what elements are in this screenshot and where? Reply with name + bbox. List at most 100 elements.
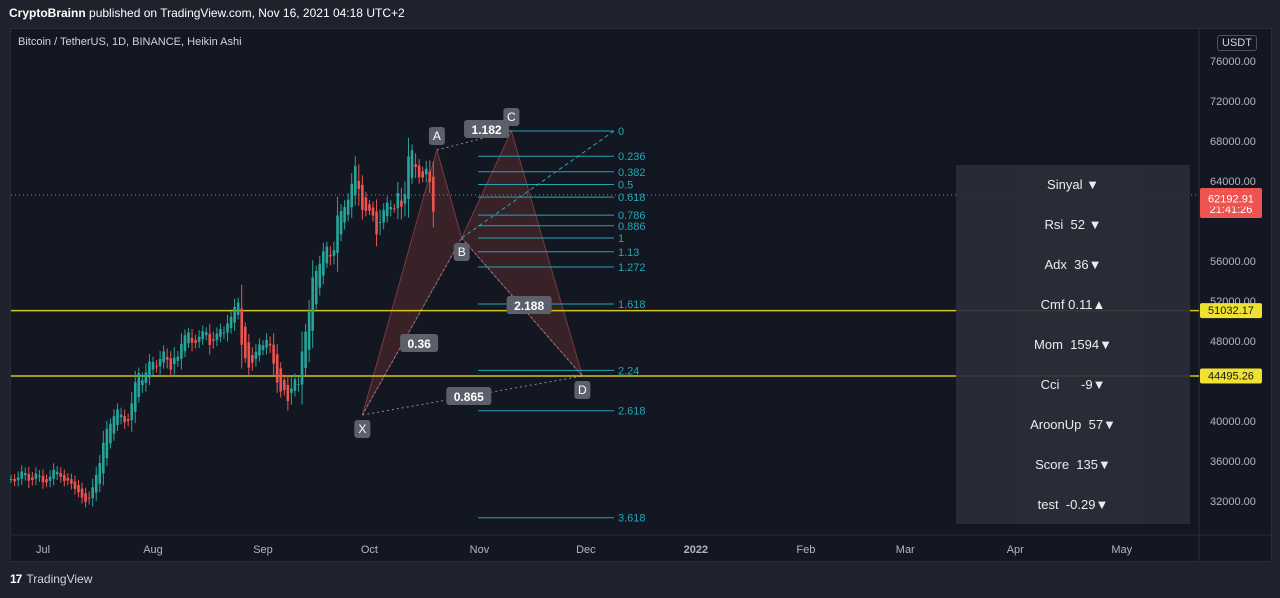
candle-body — [219, 329, 222, 337]
candle-body — [119, 414, 123, 418]
candle-body — [265, 340, 268, 348]
x-tick-label: Oct — [361, 544, 378, 556]
harmonic-point-label: X — [358, 422, 366, 436]
candle-body — [123, 415, 126, 423]
y-tick-label: 36000.00 — [1210, 456, 1256, 468]
harmonic-point-badge — [453, 243, 470, 261]
candle-body — [339, 211, 343, 235]
candle-body — [130, 403, 134, 421]
candle-body — [48, 476, 52, 481]
signal-row: test -0.29▼ — [1037, 497, 1109, 512]
candle-body — [286, 384, 290, 401]
fib-level-label: 0.618 — [618, 192, 646, 204]
candle-body — [240, 308, 244, 345]
candle-body — [84, 493, 87, 502]
x-tick-label: May — [1111, 544, 1132, 556]
candle-body — [300, 351, 304, 385]
candle-body — [112, 416, 116, 434]
harmonic-point-label: C — [507, 110, 516, 124]
candle-body — [410, 150, 414, 178]
candle-body — [55, 471, 59, 475]
candle-body — [137, 373, 141, 398]
candle-body — [236, 302, 240, 315]
published-text: published on TradingView.com, Nov 16, 20… — [89, 6, 405, 20]
candle-body — [332, 250, 336, 256]
candle-body — [243, 326, 247, 359]
candle-body — [158, 359, 162, 367]
candle-body — [176, 356, 180, 361]
candle-body — [62, 474, 66, 481]
candle-body — [226, 323, 229, 333]
currency-button[interactable]: USDT — [1217, 35, 1257, 51]
candle-body — [297, 384, 300, 385]
candle-body — [197, 336, 201, 342]
x-tick-label: Dec — [576, 544, 596, 556]
candle-body — [162, 351, 165, 363]
price-tag-label: 44495.26 — [1208, 371, 1254, 383]
candle-body — [222, 332, 226, 334]
candle-body — [346, 199, 350, 215]
candle-body — [392, 208, 396, 210]
harmonic-ratio-label: 0.865 — [454, 390, 484, 404]
price-tag-box — [1200, 368, 1262, 384]
candle-body — [45, 479, 48, 483]
candle-body — [254, 351, 258, 359]
candle-body — [389, 207, 393, 210]
fib-level-label: 0 — [618, 126, 624, 138]
harmonic-ratio-label: 0.36 — [407, 337, 431, 351]
candle-body — [293, 379, 297, 391]
candle-body — [290, 388, 293, 393]
candle-body — [151, 362, 155, 370]
candle-body — [34, 473, 38, 479]
signal-panel: Sinyal ▼ Rsi 52 ▼ Adx 36▼ Cmf 0.11▲ Mom 1594… — [956, 165, 1190, 524]
candle-body — [23, 473, 27, 476]
candle-body — [116, 409, 119, 425]
price-tag-label: 51032.17 — [1208, 305, 1254, 317]
candle-body — [169, 358, 173, 370]
harmonic-bcd-triangle — [461, 129, 583, 377]
candle-body — [322, 251, 325, 276]
fib-level-label: 0.236 — [618, 151, 646, 163]
candle-body — [59, 473, 63, 477]
candle-body — [194, 340, 197, 343]
candle-body — [102, 442, 105, 474]
signal-row: AroonUp 57▼ — [1030, 417, 1116, 432]
tradingview-logo[interactable]: 17 TradingView — [10, 572, 92, 586]
candle-body — [368, 204, 371, 211]
signal-row: Cmf 0.11▲ — [1040, 297, 1106, 312]
y-tick-label: 76000.00 — [1210, 56, 1256, 68]
candle-body — [91, 487, 94, 499]
x-tick-label: Mar — [896, 544, 915, 556]
candle-body — [350, 183, 354, 208]
fib-level-label: 2.618 — [618, 406, 646, 418]
candle-body — [133, 382, 137, 412]
candle-body — [400, 200, 403, 207]
fib-level-label: 0.382 — [618, 167, 646, 179]
candle-body — [183, 335, 187, 352]
harmonic-ratio-badge — [506, 296, 552, 314]
harmonic-ratio-badge — [400, 334, 439, 352]
candle-body — [371, 207, 375, 216]
harmonic-point-badge — [354, 420, 371, 438]
fib-trend-dashed — [461, 130, 615, 239]
candle-body — [375, 211, 378, 235]
harmonic-ratio-label: 1.182 — [472, 123, 502, 137]
candle-body — [52, 469, 55, 479]
signal-row: Score 135▼ — [1035, 457, 1111, 472]
fib-level-label: 1.272 — [618, 262, 646, 274]
harmonic-point-badge — [428, 127, 445, 145]
tradingview-logo-text: TradingView — [26, 572, 93, 586]
candle-body — [9, 479, 13, 480]
harmonic-xb-dotted — [361, 237, 463, 416]
candle-body — [343, 207, 346, 223]
candle-body — [165, 357, 169, 360]
candle-body — [424, 168, 428, 175]
publisher-name[interactable]: CryptoBrainn — [9, 6, 86, 20]
candle-body — [38, 475, 41, 477]
x-tick-label: Aug — [143, 544, 163, 556]
x-tick-label: 2022 — [684, 544, 708, 556]
candle-body — [190, 337, 194, 343]
candle-body — [73, 481, 77, 489]
signal-row: Mom 1594▼ — [1034, 337, 1112, 352]
